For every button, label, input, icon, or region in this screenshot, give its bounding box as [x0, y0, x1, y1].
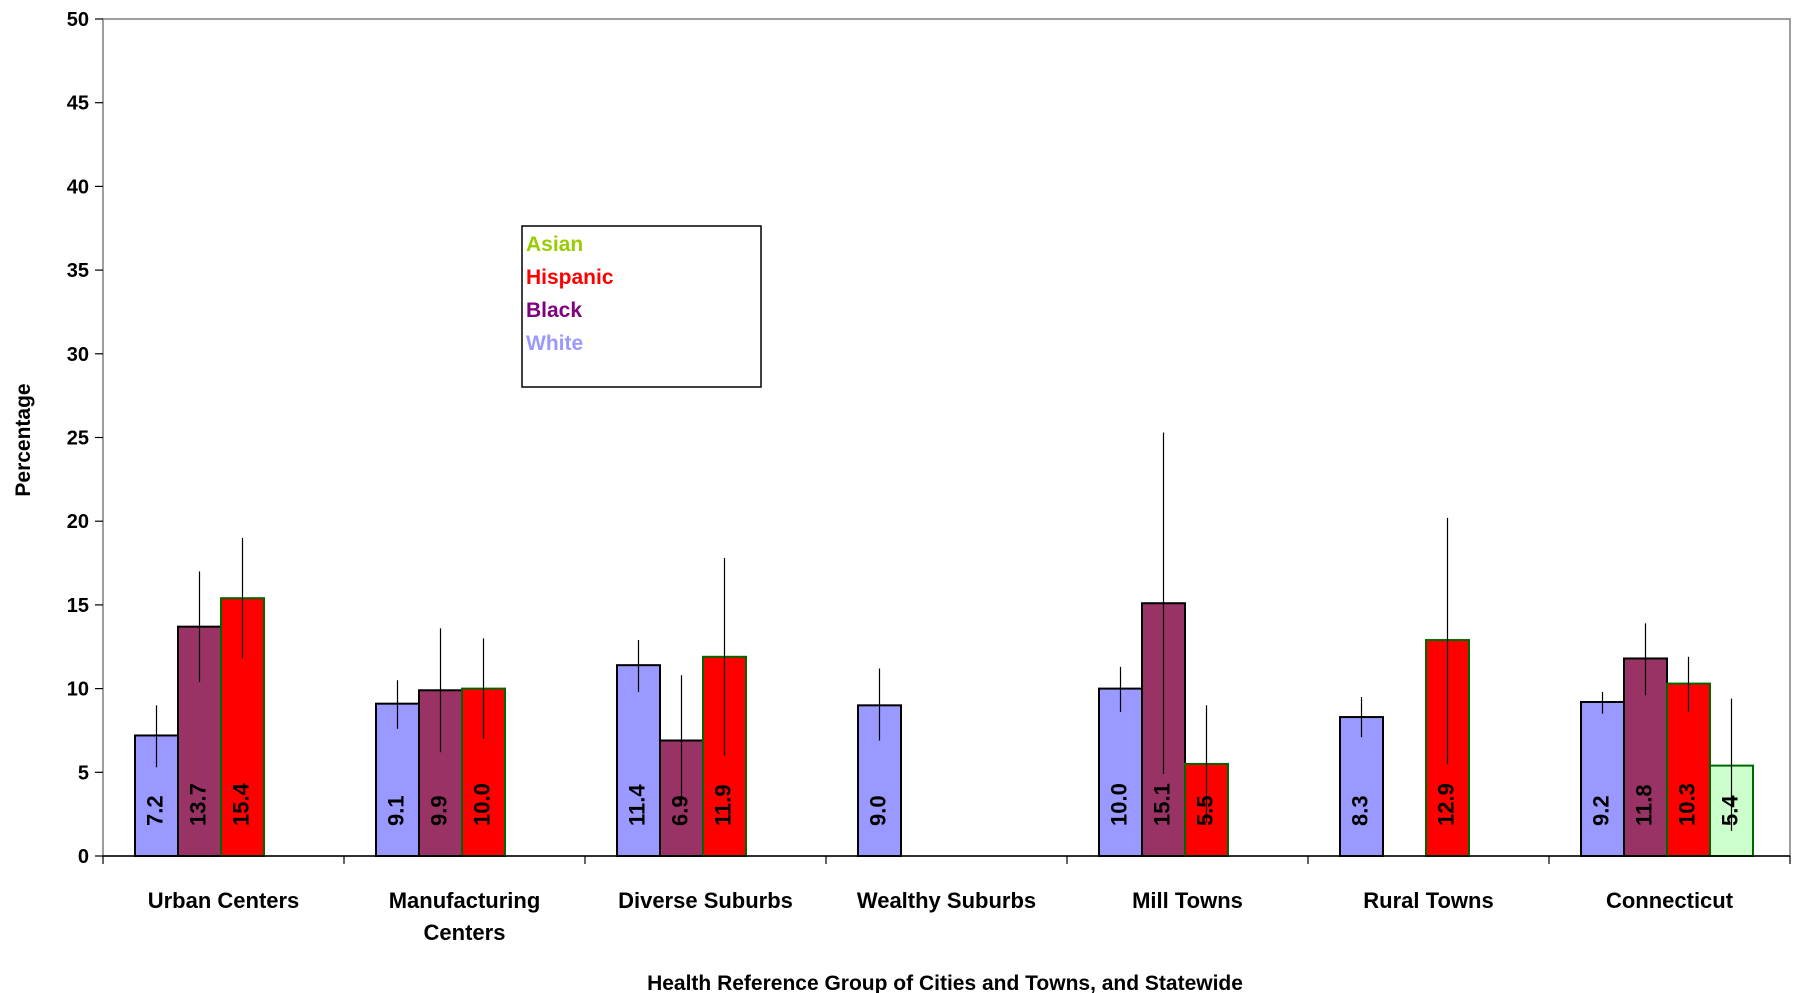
data-label-black-2: 6.9 — [667, 795, 692, 826]
data-label-hispanic-6: 10.3 — [1674, 783, 1699, 826]
data-label-asian-6: 5.4 — [1717, 795, 1742, 826]
data-label-white-1: 9.1 — [383, 795, 408, 826]
y-tick-label: 0 — [78, 846, 89, 868]
data-label-white-3: 9.0 — [865, 795, 890, 826]
y-tick-label: 50 — [67, 9, 89, 31]
data-label-white-6: 9.2 — [1588, 795, 1613, 826]
bar-white-5 — [1339, 716, 1384, 857]
bar-white-4 — [1098, 687, 1143, 857]
x-axis-title: Health Reference Group of Cities and Tow… — [647, 972, 1243, 993]
x-category-label: Manufacturing — [389, 888, 541, 913]
legend: Asian Hispanic Black White — [521, 225, 762, 388]
bar-white-2 — [616, 664, 661, 857]
plot-frame — [102, 18, 1791, 857]
data-label-black-6: 11.8 — [1631, 784, 1656, 826]
x-category-label: Rural Towns — [1363, 888, 1493, 913]
legend-entry-asian: Asian — [526, 233, 583, 256]
x-category-label: Urban Centers — [148, 888, 300, 913]
data-label-white-5: 8.3 — [1347, 795, 1372, 826]
legend-entry-black: Black — [526, 299, 582, 322]
axes: 0 5 10 15 20 25 30 35 40 45 50 Urban Centers Manufac… — [67, 9, 1791, 945]
data-label-white-4: 10.0 — [1106, 783, 1131, 826]
data-label-hispanic-0: 15.4 — [228, 782, 253, 826]
y-tick-label: 25 — [67, 428, 89, 450]
y-tick-label: 20 — [67, 511, 89, 533]
data-label-hispanic-5: 12.9 — [1433, 783, 1458, 826]
data-label-black-0: 13.7 — [185, 783, 210, 826]
legend-entry-white: White — [526, 332, 583, 355]
y-tick-label: 40 — [67, 176, 89, 198]
y-tick-label: 30 — [67, 344, 89, 366]
x-category-label: Wealthy Suburbs — [857, 888, 1036, 913]
y-axis-title: Percentage — [12, 383, 35, 496]
data-label-black-4: 15.1 — [1149, 783, 1174, 826]
bar-white-6 — [1580, 700, 1625, 857]
x-category-label: Connecticut — [1606, 888, 1734, 913]
y-tick-label: 10 — [67, 679, 89, 701]
x-category-label: Centers — [424, 920, 506, 945]
data-label-black-1: 9.9 — [426, 795, 451, 826]
data-label-hispanic-4: 5.5 — [1192, 795, 1217, 826]
y-tick-label: 5 — [78, 762, 89, 784]
y-tick-label: 15 — [67, 595, 89, 617]
x-category-label: Mill Towns — [1132, 888, 1243, 913]
y-tick-label: 45 — [67, 93, 89, 115]
legend-box — [521, 225, 762, 388]
data-label-white-2: 11.4 — [624, 784, 649, 826]
y-tick-label: 35 — [67, 260, 89, 282]
x-category-label: Diverse Suburbs — [618, 888, 793, 913]
data-label-hispanic-2: 11.9 — [710, 784, 735, 826]
plot-area: 7.2 9.1 11.4 9.0 10.0 8.3 9.2 13.7 9.9 6.9 15.1 11.… — [102, 18, 1791, 858]
data-label-hispanic-1: 10.0 — [469, 783, 494, 826]
legend-entry-hispanic: Hispanic — [526, 266, 614, 289]
bar-white-1 — [375, 702, 420, 858]
data-label-white-0: 7.2 — [142, 795, 167, 826]
